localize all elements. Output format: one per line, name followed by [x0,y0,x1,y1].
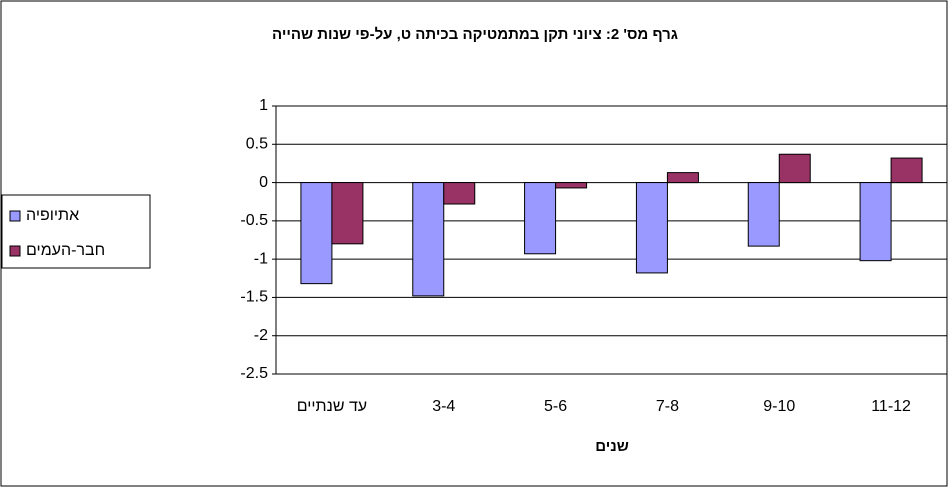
y-tick-label: -2.5 [240,365,268,382]
x-tick-label: 5-6 [544,398,567,415]
y-tick-label: 0.5 [246,136,268,153]
bar [300,182,333,285]
bar [635,182,668,274]
bar [555,182,588,189]
bar [412,182,445,297]
bar [524,182,557,255]
chart-title: גרף מס' 2: ציוני תקן במתמטיקה בכיתה ט, ע… [272,26,678,43]
bar [666,172,699,184]
y-tick-label: 0 [259,174,268,191]
bar [859,182,892,262]
legend-label: אתיופיה [26,207,79,224]
legend-swatch [9,245,21,257]
legend-swatch [9,210,21,222]
bar [443,182,476,205]
y-tick-label: -1 [254,250,268,267]
bar [778,153,811,184]
x-tick-label: 9-10 [763,398,795,415]
bar [747,182,780,247]
y-tick-label: -0.5 [240,212,268,229]
bar [890,157,923,184]
legend [1,194,151,269]
x-tick-label: 7-8 [656,398,679,415]
x-tick-label: 11-12 [871,398,911,415]
y-tick-label: -2 [254,327,268,344]
y-tick-label: -1.5 [240,289,268,306]
x-tick-label: 3-4 [432,398,455,415]
bar [331,182,364,245]
legend-label: חבר-העמים [26,242,105,259]
x-tick-label: עד שנתיים [297,398,367,415]
x-axis-label: שנים [595,438,629,455]
y-tick-label: 1 [259,97,268,114]
